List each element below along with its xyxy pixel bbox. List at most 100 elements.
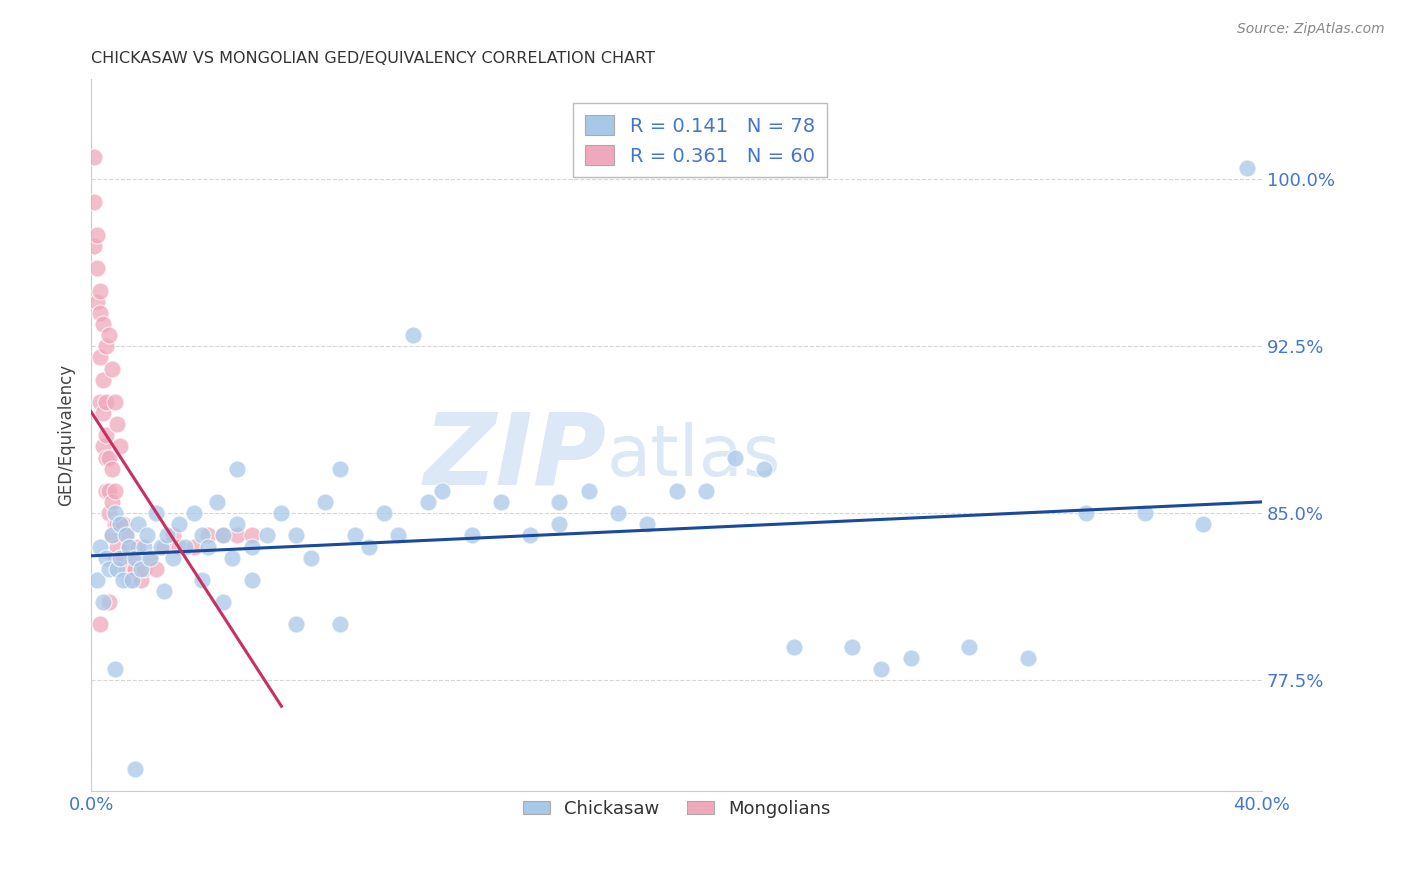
- Point: [110, 550, 132, 565]
- Point: [97, 450, 120, 465]
- Point: [91, 406, 114, 420]
- Point: [94, 428, 117, 442]
- Point: [841, 640, 863, 654]
- Point: [489, 495, 512, 509]
- Point: [162, 528, 184, 542]
- Point: [359, 540, 381, 554]
- Point: [89, 540, 111, 554]
- Point: [83, 239, 105, 253]
- Point: [89, 306, 111, 320]
- Point: [167, 517, 190, 532]
- Point: [221, 550, 243, 565]
- Point: [86, 294, 108, 309]
- Point: [91, 373, 114, 387]
- Point: [135, 528, 157, 542]
- Point: [124, 762, 146, 776]
- Point: [1017, 650, 1039, 665]
- Point: [107, 562, 129, 576]
- Point: [197, 528, 219, 542]
- Point: [636, 517, 658, 532]
- Point: [86, 261, 108, 276]
- Point: [256, 528, 278, 542]
- Point: [124, 562, 146, 576]
- Point: [89, 351, 111, 365]
- Point: [86, 573, 108, 587]
- Point: [299, 550, 322, 565]
- Point: [138, 550, 160, 565]
- Point: [191, 573, 214, 587]
- Point: [387, 528, 409, 542]
- Point: [110, 517, 132, 532]
- Point: [153, 540, 176, 554]
- Point: [100, 528, 122, 542]
- Point: [519, 528, 541, 542]
- Point: [156, 528, 179, 542]
- Point: [173, 540, 195, 554]
- Y-axis label: GED/Equivalency: GED/Equivalency: [58, 364, 75, 507]
- Point: [97, 506, 120, 520]
- Point: [416, 495, 439, 509]
- Point: [100, 528, 122, 542]
- Point: [91, 440, 114, 454]
- Point: [124, 550, 146, 565]
- Text: Source: ZipAtlas.com: Source: ZipAtlas.com: [1237, 22, 1385, 37]
- Point: [240, 540, 263, 554]
- Point: [240, 573, 263, 587]
- Point: [107, 540, 129, 554]
- Point: [115, 562, 138, 576]
- Legend: Chickasaw, Mongolians: Chickasaw, Mongolians: [516, 793, 838, 825]
- Point: [226, 528, 249, 542]
- Point: [240, 528, 263, 542]
- Point: [94, 483, 117, 498]
- Point: [110, 550, 132, 565]
- Point: [103, 517, 125, 532]
- Point: [900, 650, 922, 665]
- Point: [112, 550, 135, 565]
- Point: [314, 495, 336, 509]
- Point: [115, 528, 138, 542]
- Point: [460, 528, 482, 542]
- Point: [83, 194, 105, 209]
- Point: [89, 617, 111, 632]
- Point: [127, 540, 149, 554]
- Point: [103, 506, 125, 520]
- Point: [153, 584, 176, 599]
- Point: [167, 540, 190, 554]
- Text: atlas: atlas: [606, 422, 780, 491]
- Point: [183, 540, 205, 554]
- Point: [121, 550, 143, 565]
- Point: [1133, 506, 1156, 520]
- Point: [129, 573, 152, 587]
- Point: [329, 617, 352, 632]
- Point: [150, 540, 173, 554]
- Point: [110, 517, 132, 532]
- Point: [138, 550, 160, 565]
- Point: [1236, 161, 1258, 176]
- Text: CHICKASAW VS MONGOLIAN GED/EQUIVALENCY CORRELATION CHART: CHICKASAW VS MONGOLIAN GED/EQUIVALENCY C…: [91, 51, 655, 66]
- Point: [103, 483, 125, 498]
- Point: [578, 483, 600, 498]
- Point: [100, 495, 122, 509]
- Point: [343, 528, 366, 542]
- Point: [695, 483, 717, 498]
- Point: [118, 540, 141, 554]
- Point: [957, 640, 980, 654]
- Point: [110, 440, 132, 454]
- Point: [212, 595, 235, 609]
- Point: [205, 495, 228, 509]
- Point: [285, 528, 308, 542]
- Point: [665, 483, 688, 498]
- Point: [118, 540, 141, 554]
- Point: [97, 328, 120, 343]
- Point: [402, 328, 425, 343]
- Point: [145, 506, 167, 520]
- Point: [97, 562, 120, 576]
- Point: [83, 150, 105, 164]
- Point: [94, 450, 117, 465]
- Point: [145, 562, 167, 576]
- Point: [115, 528, 138, 542]
- Point: [724, 450, 747, 465]
- Point: [226, 461, 249, 475]
- Point: [870, 662, 893, 676]
- Point: [112, 517, 135, 532]
